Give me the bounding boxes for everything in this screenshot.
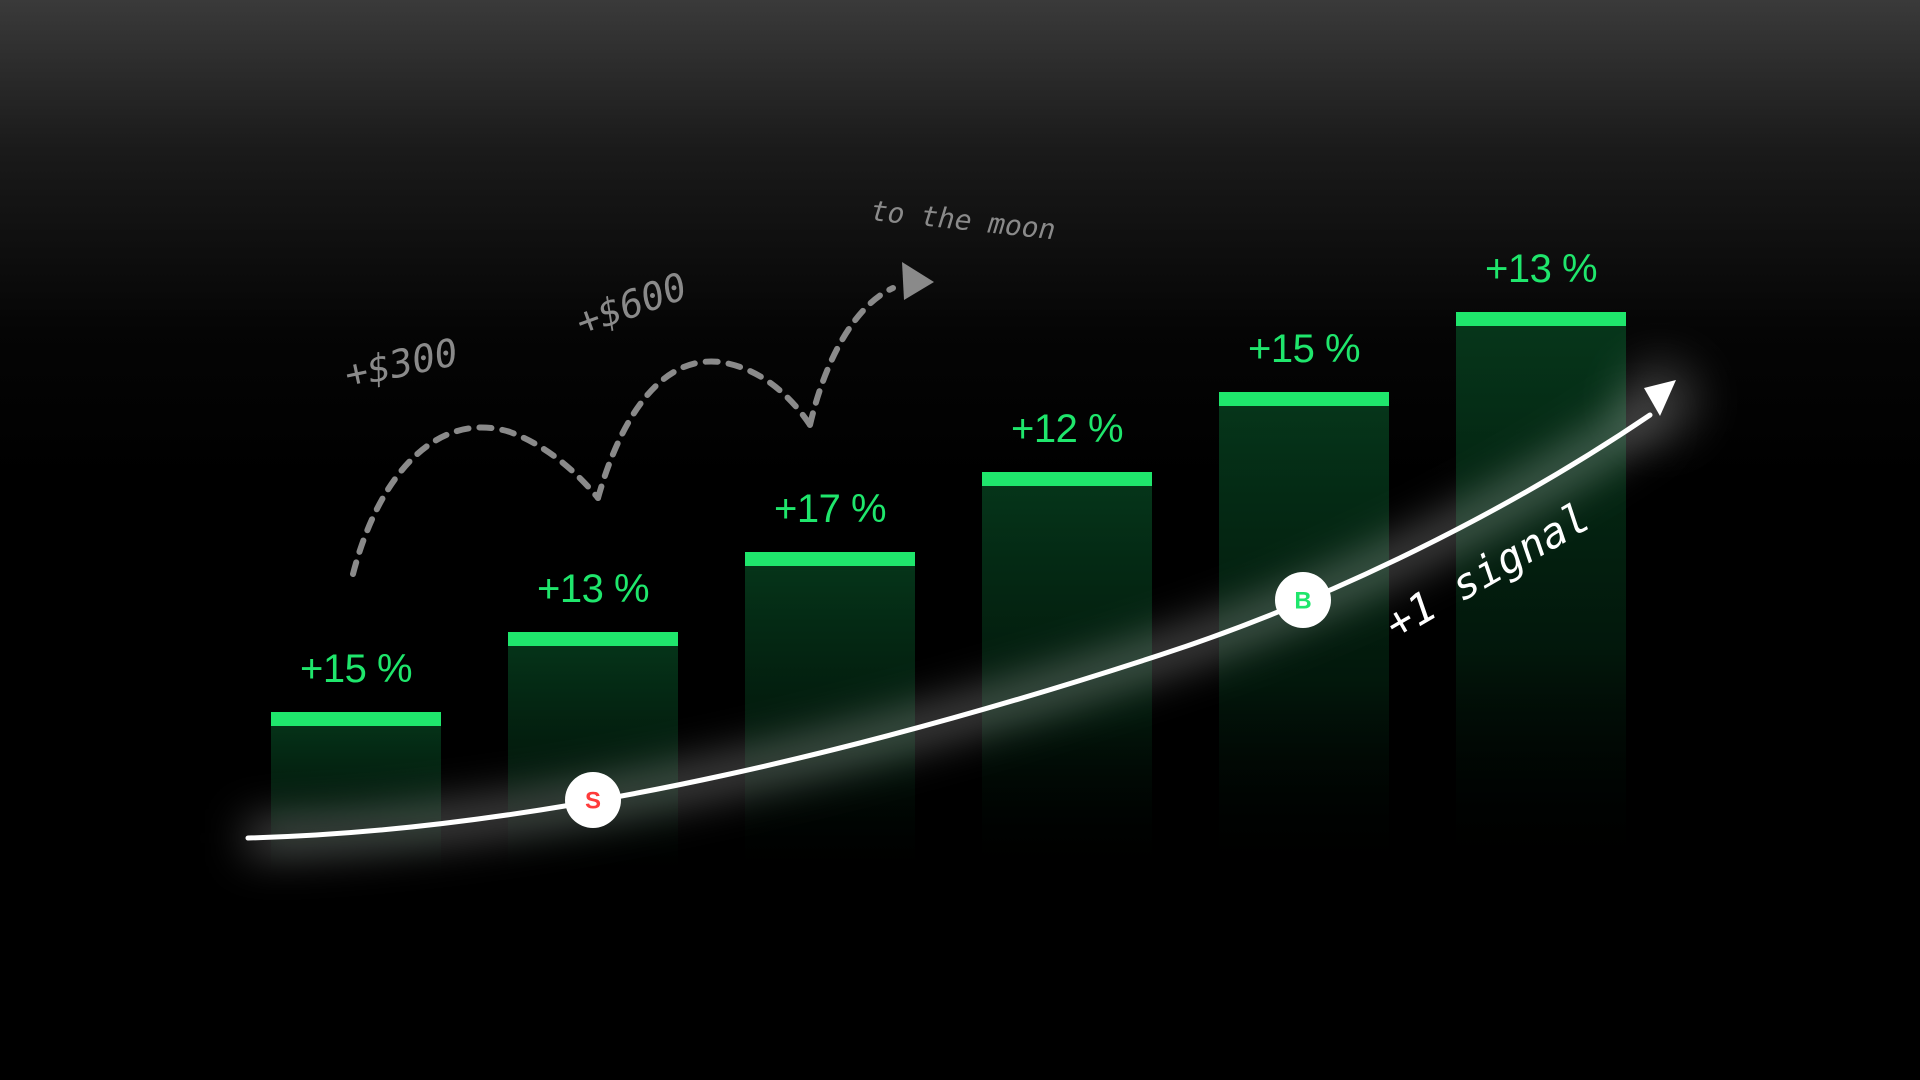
sell-marker-letter: S xyxy=(585,788,601,815)
trend-line-group xyxy=(245,360,1700,853)
bar-cap-1 xyxy=(271,712,441,726)
bar-6 xyxy=(1456,312,1626,880)
dashed-hops xyxy=(350,262,934,577)
bar-label-2: +13 % xyxy=(537,567,649,611)
bar-label-1: +15 % xyxy=(300,647,412,691)
bar-cap-6 xyxy=(1456,312,1626,326)
bar-3 xyxy=(745,552,915,880)
bar-2 xyxy=(508,632,678,880)
bar-label-4: +12 % xyxy=(1011,407,1123,451)
bar-labels: +15 % +13 % +17 % +12 % +15 % +13 % xyxy=(300,247,1598,691)
bar-cap-2 xyxy=(508,632,678,646)
bar-label-6: +13 % xyxy=(1485,247,1597,291)
annotation-plus-600: +$600 xyxy=(570,264,693,344)
signal-markers: SB xyxy=(565,572,1331,828)
bar-cap-5 xyxy=(1219,392,1389,406)
bar-label-3: +17 % xyxy=(774,487,886,531)
annotation-to-the-moon: to the moon xyxy=(869,194,1057,246)
bar-1 xyxy=(271,712,441,880)
hop-arc-2 xyxy=(595,358,813,501)
sell-marker xyxy=(565,772,621,828)
bar-label-5: +15 % xyxy=(1248,327,1360,371)
hop-arc-3 xyxy=(807,285,896,428)
trend-line-glow xyxy=(247,402,1659,853)
hop-arc-1 xyxy=(350,424,601,577)
buy-marker-letter: B xyxy=(1294,588,1311,615)
trend-arrowhead xyxy=(1644,380,1676,416)
buy-marker xyxy=(1275,572,1331,628)
annotation-plus-300: +$300 xyxy=(341,330,462,397)
bar-cap-4 xyxy=(982,472,1152,486)
trend-line xyxy=(245,412,1653,841)
hop-arrowhead xyxy=(902,262,934,300)
bar-cap-3 xyxy=(745,552,915,566)
